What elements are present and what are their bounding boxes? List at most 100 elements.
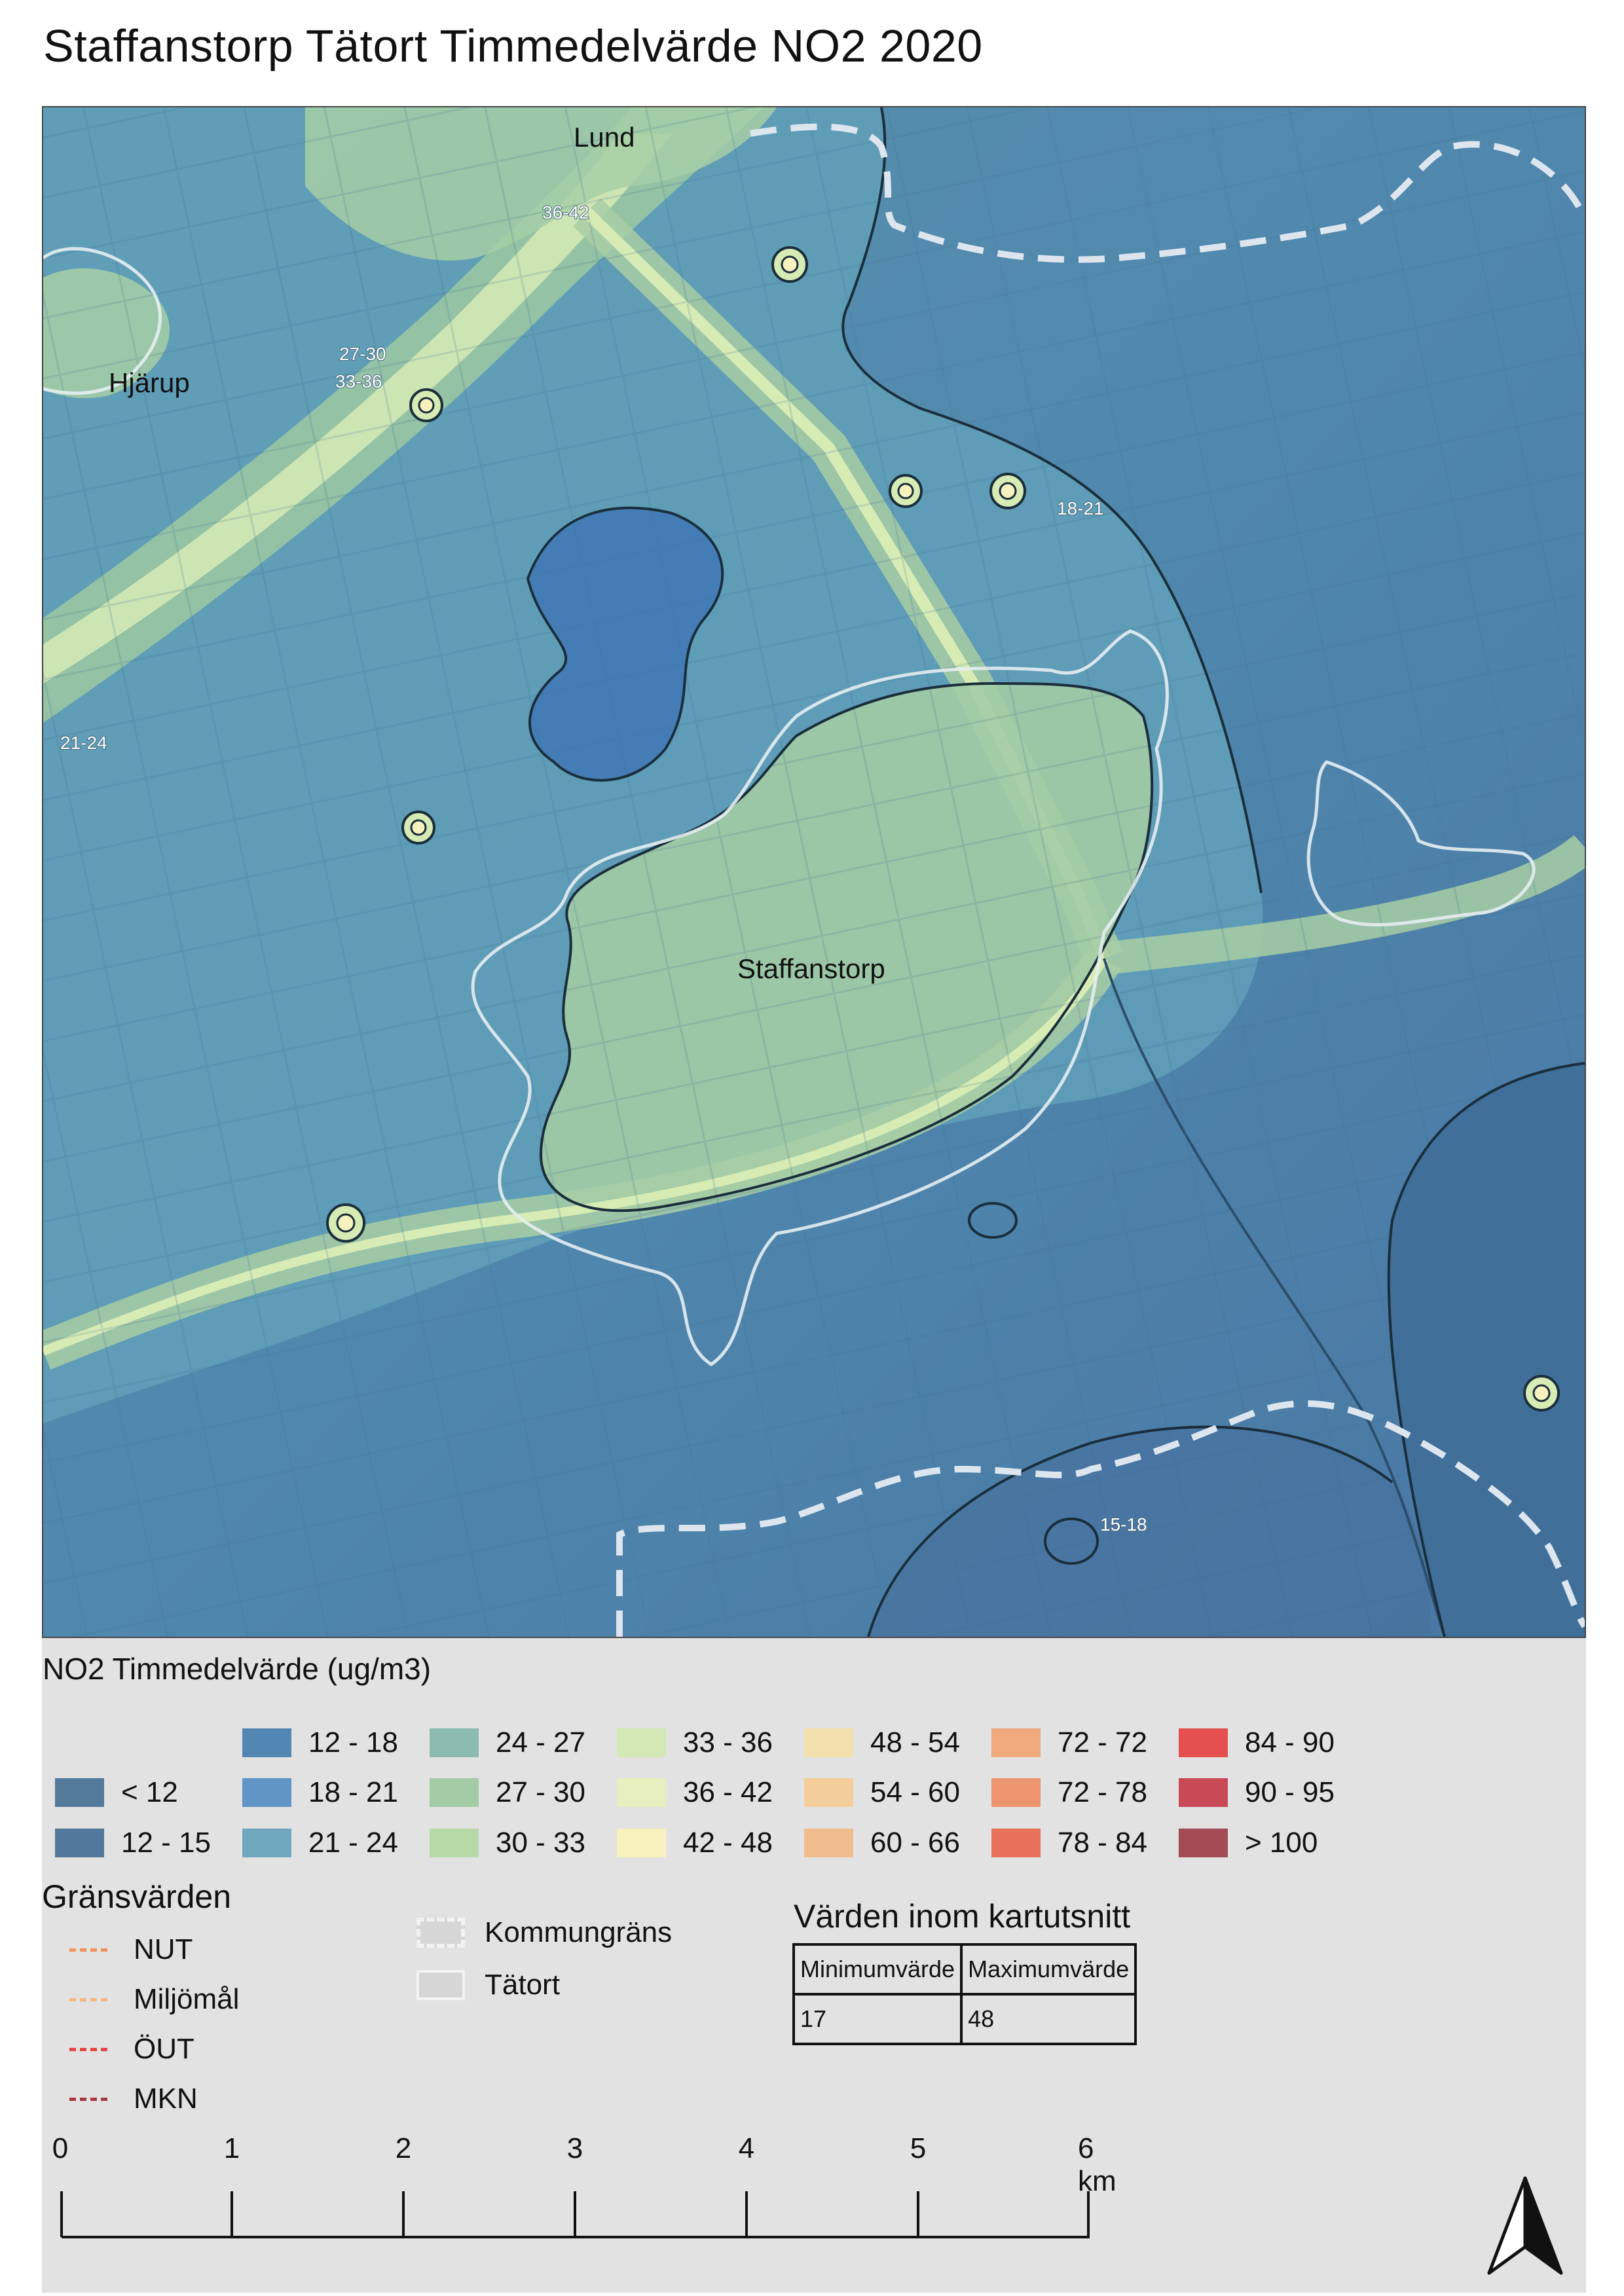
legend-swatch bbox=[55, 1778, 104, 1807]
legend-label: 72 - 72 bbox=[1058, 1726, 1147, 1758]
contour-label-36-42: 36-42 bbox=[542, 202, 589, 223]
scale-tick-label: 3 bbox=[566, 2132, 583, 2164]
legend-label: 12 - 18 bbox=[308, 1726, 398, 1758]
contour-label-21-24: 21-24 bbox=[60, 733, 107, 753]
gransvarden-title: Gränsvärden bbox=[42, 1878, 232, 1915]
legend-tatort: Tätort bbox=[416, 1965, 560, 2005]
legend-swatch bbox=[1179, 1829, 1228, 1857]
legend-class-42-48: 42 - 48 bbox=[617, 1825, 773, 1861]
legend-class-lt12: < 12 bbox=[55, 1774, 178, 1811]
legend-label: 54 - 60 bbox=[870, 1776, 960, 1808]
limit-label: MKN bbox=[134, 2083, 198, 2115]
legend-class-27-30: 27 - 30 bbox=[430, 1774, 585, 1811]
legend-class-gt100: > 100 bbox=[1179, 1825, 1318, 1861]
legend-label: 30 - 33 bbox=[496, 1827, 585, 1859]
legend-class-78-84: 78 - 84 bbox=[991, 1825, 1147, 1861]
legend-class-18-21: 18 - 21 bbox=[242, 1774, 398, 1811]
legend-class-12-15: 12 - 15 bbox=[55, 1825, 211, 1861]
legend-swatch bbox=[991, 1728, 1041, 1757]
page-title: Staffanstorp Tätort Timmedelvärde NO2 20… bbox=[43, 20, 983, 71]
contour-label-group: 36-42 27-30 33-36 18-21 21-24 15-18 bbox=[60, 202, 1148, 1535]
map-frame[interactable]: Lund Hjärup Staffanstorp 36-42 27-30 33-… bbox=[42, 106, 1586, 1638]
limit-label: Miljömål bbox=[134, 1983, 240, 2015]
dash-line-icon bbox=[69, 2047, 107, 2051]
limit-nut: NUT bbox=[69, 1931, 193, 1968]
kommungrans-lines bbox=[616, 123, 1585, 1637]
dash-line-icon bbox=[69, 2097, 107, 2101]
legend-swatch bbox=[804, 1728, 853, 1757]
legend-label: > 100 bbox=[1245, 1827, 1318, 1859]
stats-value-max: 48 bbox=[960, 1993, 1137, 2045]
legend-swatch bbox=[804, 1778, 853, 1807]
limit-label: ÖUT bbox=[134, 2033, 194, 2065]
legend-label: Kommungräns bbox=[485, 1916, 673, 1948]
stats-value-min: 17 bbox=[792, 1993, 963, 2045]
legend-label: 12 - 15 bbox=[121, 1827, 211, 1859]
legend-label: 48 - 54 bbox=[870, 1726, 960, 1758]
stats-header-min: Minimumvärde bbox=[792, 1943, 963, 1995]
stats-header-max: Maximumvärde bbox=[960, 1943, 1137, 1995]
legend-label: 21 - 24 bbox=[308, 1827, 398, 1859]
tatort-swatch-icon bbox=[416, 1970, 465, 2000]
legend-swatch bbox=[430, 1728, 479, 1757]
contour-label-33-36: 33-36 bbox=[335, 371, 382, 392]
legend-swatch bbox=[242, 1728, 291, 1757]
point-sources bbox=[326, 246, 1560, 1412]
legend-swatch bbox=[242, 1829, 291, 1857]
scale-tick-label: 2 bbox=[395, 2132, 412, 2164]
scale-tick-label: 1 bbox=[223, 2132, 240, 2164]
legend-class-48-54: 48 - 54 bbox=[804, 1724, 960, 1761]
legend-swatch bbox=[1179, 1728, 1228, 1757]
field-texture bbox=[43, 107, 1585, 1637]
legend-swatch bbox=[430, 1778, 479, 1807]
legend-swatch bbox=[55, 1829, 104, 1857]
place-label-lund: Lund bbox=[574, 122, 635, 153]
scale-tick-label: 6 km bbox=[1078, 2132, 1116, 2197]
scale-tick-label: 4 bbox=[738, 2132, 755, 2164]
legend-swatch bbox=[991, 1778, 1041, 1807]
contour-label-15-18: 15-18 bbox=[1100, 1514, 1147, 1535]
place-label-hjarup: Hjärup bbox=[109, 367, 190, 398]
scale-tick-label: 0 bbox=[52, 2132, 69, 2164]
tatort-outlines bbox=[43, 247, 1536, 1367]
map-canvas: Lund Hjärup Staffanstorp 36-42 27-30 33-… bbox=[43, 107, 1585, 1637]
stats-title: Värden inom kartutsnitt bbox=[794, 1898, 1131, 1935]
legend-label: 42 - 48 bbox=[683, 1827, 773, 1859]
legend-class-24-27: 24 - 27 bbox=[430, 1724, 585, 1761]
limit-miljomal: Miljömål bbox=[69, 1981, 239, 2018]
limit-label: NUT bbox=[134, 1933, 193, 1965]
legend-swatch bbox=[242, 1778, 291, 1807]
legend-class-30-33: 30 - 33 bbox=[430, 1825, 585, 1861]
legend-swatch bbox=[617, 1778, 666, 1807]
legend-label: 60 - 66 bbox=[870, 1827, 960, 1859]
legend-label: 33 - 36 bbox=[683, 1726, 773, 1758]
legend-panel: NO2 Timmedelvärde (ug/m3) < 12 12 - 15 1… bbox=[42, 1638, 1586, 2293]
legend-class-12-18: 12 - 18 bbox=[242, 1724, 398, 1761]
scale-bar-graphic bbox=[60, 2191, 1090, 2238]
legend-title: NO2 Timmedelvärde (ug/m3) bbox=[43, 1652, 432, 1686]
legend-swatch bbox=[991, 1829, 1041, 1857]
legend-label: Tätort bbox=[485, 1969, 560, 2001]
legend-class-60-66: 60 - 66 bbox=[804, 1825, 960, 1861]
legend-kommungrans: Kommungräns bbox=[416, 1913, 672, 1952]
legend-class-21-24: 21 - 24 bbox=[242, 1825, 398, 1861]
legend-swatch bbox=[617, 1829, 666, 1857]
legend-label: 36 - 42 bbox=[683, 1776, 773, 1808]
legend-class-33-36: 33 - 36 bbox=[617, 1724, 773, 1761]
legend-label: 72 - 78 bbox=[1058, 1776, 1147, 1808]
legend-label: 18 - 21 bbox=[308, 1776, 398, 1808]
stats-table: Minimumvärde Maximumvärde 17 48 bbox=[792, 1943, 1137, 2045]
limit-mkn: MKN bbox=[69, 2081, 198, 2117]
legend-label: 78 - 84 bbox=[1058, 1827, 1147, 1859]
scale-tick-label: 5 bbox=[910, 2132, 927, 2164]
legend-label: < 12 bbox=[121, 1776, 178, 1808]
dash-line-icon bbox=[69, 1997, 107, 2001]
legend-class-84-90: 84 - 90 bbox=[1179, 1724, 1335, 1761]
legend-label: 24 - 27 bbox=[496, 1726, 585, 1758]
legend-swatch bbox=[617, 1728, 666, 1757]
legend-label: 27 - 30 bbox=[496, 1776, 585, 1808]
legend-swatch bbox=[804, 1829, 853, 1857]
legend-class-72-78: 72 - 78 bbox=[991, 1774, 1147, 1811]
legend-label: 90 - 95 bbox=[1245, 1776, 1335, 1808]
place-label-staffanstorp: Staffanstorp bbox=[737, 953, 885, 984]
